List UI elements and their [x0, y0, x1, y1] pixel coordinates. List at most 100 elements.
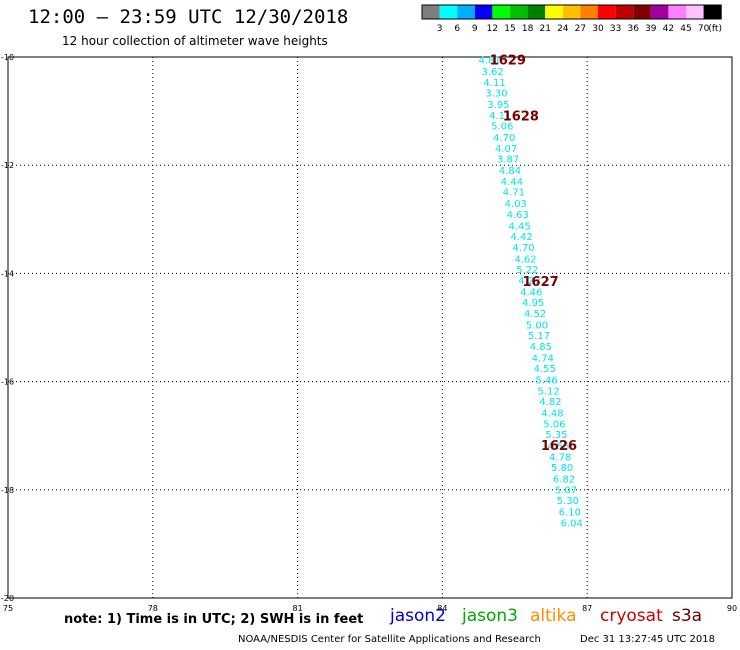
scale-tick-label: 45 [680, 24, 691, 34]
swh-value-label: 4.78 [549, 452, 571, 463]
scale-swatch [439, 5, 458, 19]
mission-s3a: s3a [672, 606, 703, 626]
time-label: 1629 [490, 54, 526, 69]
swh-value-label: 4.84 [499, 166, 521, 177]
scale-swatch [580, 5, 598, 19]
swh-value-label: 5.80 [551, 463, 573, 474]
scale-swatch [492, 5, 510, 19]
swh-value-label: 4.44 [501, 177, 523, 188]
scale-swatch [615, 5, 634, 19]
swh-points: 4.813.624.113.303.954.115.064.704.073.87… [479, 56, 583, 530]
scale-swatch [527, 5, 546, 19]
swh-value-label: 6.10 [559, 507, 581, 518]
swh-value-label: 4.52 [524, 309, 546, 320]
swh-value-label: 4.63 [507, 210, 529, 221]
time-label: 1626 [541, 439, 577, 454]
mission-altika: altika [530, 606, 577, 626]
swh-value-label: 4.74 [532, 353, 554, 364]
swh-value-label: 3.95 [487, 100, 509, 111]
scale-tick-label: 33 [610, 24, 621, 34]
swh-value-label: 5.17 [528, 331, 550, 342]
mission-cryosat: cryosat [600, 606, 663, 626]
swh-value-label: 5.12 [537, 386, 559, 397]
swh-value-label: 5.30 [557, 496, 579, 507]
page-subtitle: 12 hour collection of altimeter wave hei… [62, 34, 328, 48]
scale-swatch [703, 5, 722, 19]
footer-credit: NOAA/NESDIS Center for Satellite Applica… [238, 634, 541, 645]
time-label: 1627 [523, 275, 559, 290]
swh-value-label: 3.62 [481, 67, 503, 78]
scale-tick-label: 30 [592, 24, 604, 34]
swh-value-label: 5.00 [526, 320, 548, 331]
page-title: 12:00 — 23:59 UTC 12/30/2018 [28, 6, 349, 28]
swh-value-label: 5.22 [516, 265, 538, 276]
scale-swatch [545, 5, 563, 19]
swh-value-label: 6.04 [561, 518, 583, 529]
color-scale-legend: 3 6 9 12 15 18 21 24 27 30 33 36 39 42 45 70 (ft) [421, 4, 722, 34]
scale-swatch [686, 5, 704, 19]
scale-tick-label: 36 [627, 24, 639, 34]
scale-swatch [510, 5, 528, 19]
y-tick-label: -10 [1, 53, 14, 62]
swh-value-label: 4.11 [483, 78, 505, 89]
scale-tick-label: 6 [454, 24, 460, 34]
scale-swatch [474, 5, 493, 19]
footer-timestamp: Dec 31 13:27:45 UTC 2018 [580, 634, 715, 645]
scale-tick-label: 42 [663, 24, 674, 34]
swh-value-label: 4.56 [547, 441, 569, 452]
scale-tick-label: 9 [472, 24, 478, 34]
swh-value-label: 5.06 [543, 419, 565, 430]
swh-value-label: 4.81 [479, 56, 501, 67]
scale-unit: (ft) [708, 24, 722, 34]
swh-value-label: 4.85 [530, 342, 552, 353]
x-tick-label: 90 [727, 604, 737, 613]
swh-value-label: 4.82 [539, 397, 561, 408]
swh-value-label: 3.87 [497, 155, 519, 166]
swh-value-label: 3.30 [485, 89, 507, 100]
axis-ticks: 75 78 81 84 87 90 -10 -12 -14 -16 -18 -20 [1, 53, 737, 613]
scale-tick-label: 3 [437, 24, 443, 34]
swh-value-label: 4.45 [509, 221, 531, 232]
y-tick-label: -16 [1, 378, 14, 387]
swh-value-label: 4.03 [505, 199, 527, 210]
x-tick-label: 84 [437, 604, 447, 613]
swh-value-label: 4.70 [493, 133, 515, 144]
swh-value-label: 6.82 [553, 474, 575, 485]
time-labels: 1629 1628 1627 1626 [490, 54, 577, 454]
scale-tick-label: 24 [557, 24, 569, 34]
y-tick-label: -14 [1, 269, 14, 278]
scale-swatch [633, 5, 651, 19]
swh-value-label: 5.07 [555, 485, 577, 496]
x-tick-label: 87 [582, 604, 592, 613]
plot-frame [7, 56, 733, 599]
scale-tick-label: 12 [487, 24, 498, 34]
scale-tick-label: 39 [645, 24, 657, 34]
time-label: 1628 [503, 109, 539, 124]
swh-value-label: 4.27 [518, 276, 540, 287]
scale-swatch [668, 5, 686, 19]
swh-value-label: 4.46 [520, 287, 542, 298]
scale-swatch [422, 5, 440, 19]
scale-swatch [650, 5, 669, 19]
swh-value-label: 5.46 [536, 375, 558, 386]
x-tick-label: 81 [293, 604, 303, 613]
scale-tick-label: 21 [539, 24, 550, 34]
swh-value-label: 4.11 [489, 111, 511, 122]
swh-value-label: 4.95 [522, 298, 544, 309]
footer-note: note: 1) Time is in UTC; 2) SWH is in fe… [64, 612, 364, 627]
swh-value-label: 5.35 [545, 430, 567, 441]
y-tick-label: -20 [1, 594, 14, 603]
grid-lines [8, 57, 732, 598]
swh-value-label: 4.07 [495, 144, 517, 155]
swh-value-label: 4.70 [512, 243, 534, 254]
scale-swatch [598, 5, 616, 19]
swh-value-label: 4.62 [514, 254, 536, 265]
swh-value-label: 4.71 [503, 188, 525, 199]
x-tick-label: 78 [148, 604, 158, 613]
y-tick-label: -18 [1, 486, 14, 495]
scale-tick-label: 18 [522, 24, 534, 34]
swh-value-label: 4.55 [534, 364, 556, 375]
mission-jason3: jason3 [462, 606, 518, 626]
swh-value-label: 4.48 [541, 408, 563, 419]
x-tick-label: 75 [3, 604, 13, 613]
